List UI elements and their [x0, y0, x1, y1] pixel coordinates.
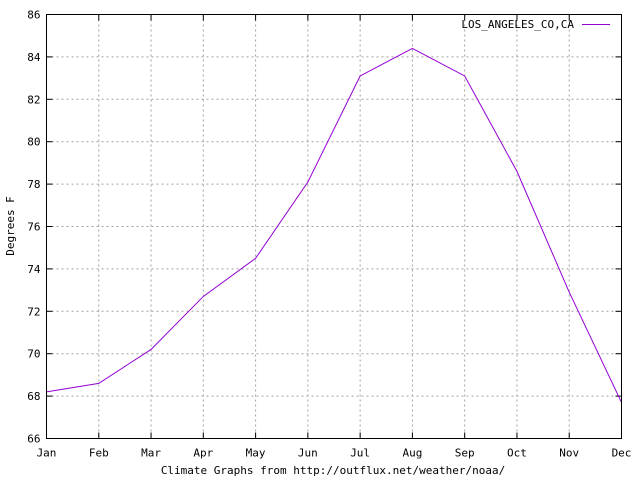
x-tick-label: Oct: [507, 447, 527, 460]
y-tick-label: 74: [27, 263, 41, 276]
series-group: [46, 47, 622, 403]
y-tick-label: 68: [27, 390, 40, 403]
y-axis-label: Degrees F: [4, 196, 17, 256]
x-tick-label: Sep: [455, 447, 475, 460]
x-tick-label: May: [246, 447, 266, 460]
grid-lines: [46, 14, 622, 439]
x-tick-label: Nov: [559, 447, 579, 460]
x-tick-label: Dec: [612, 447, 632, 460]
x-tick-label: Mar: [141, 447, 161, 460]
y-tick-label: 80: [27, 136, 40, 149]
y-tick-labels: 66 68 70 72 74 76 78 80 82 84 86: [27, 9, 41, 446]
x-tick-label: Jul: [350, 447, 370, 460]
plot-frame: [46, 14, 622, 439]
x-axis-label: Climate Graphs from http://outflux.net/w…: [161, 464, 505, 477]
y-tick-label: 84: [27, 51, 41, 64]
legend: LOS_ANGELES_CO,CA: [461, 18, 610, 31]
x-tick-label: Jun: [298, 447, 318, 460]
x-tick-label: Aug: [402, 447, 422, 460]
x-tick-label: Jan: [37, 447, 57, 460]
x-tick-label: Apr: [193, 447, 213, 460]
legend-entry-label: LOS_ANGELES_CO,CA: [461, 18, 574, 31]
y-tick-label: 86: [27, 9, 40, 22]
series-line: [46, 47, 622, 403]
x-tick-label: Feb: [89, 447, 109, 460]
y-tick-label: 76: [27, 221, 40, 234]
x-tick-labels: Jan Feb Mar Apr May Jun Jul Aug Sep Oct Nov Dec: [37, 447, 632, 460]
y-tick-label: 82: [27, 93, 40, 106]
y-tick-label: 70: [27, 348, 40, 361]
y-tick-label: 78: [27, 178, 40, 191]
y-tick-label: 66: [27, 433, 40, 446]
y-tick-label: 72: [27, 305, 40, 318]
